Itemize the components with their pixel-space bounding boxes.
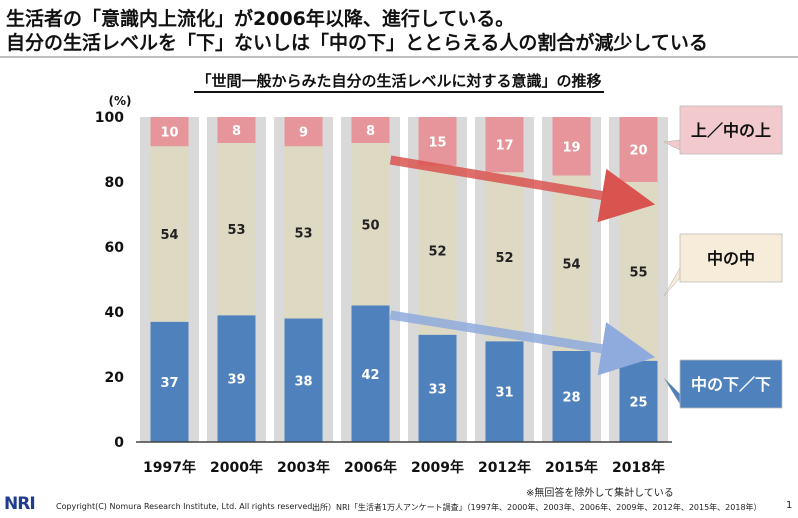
bar-segment	[351, 143, 390, 306]
bar-segment	[351, 117, 390, 143]
data-label: 50	[361, 218, 379, 233]
bar-segment	[552, 175, 591, 351]
header-divider	[0, 56, 798, 58]
data-label: 19	[562, 140, 580, 155]
bar-segment	[418, 117, 457, 166]
bar-segment	[217, 143, 256, 316]
axis-layer: 0 20 40 60 80 100 (%) 1997年 2000年 2003年 2006年 2009年…	[95, 94, 672, 476]
bar-segment	[150, 321, 189, 442]
x-tick-label: 2012年	[478, 459, 531, 476]
y-axis-unit: (%)	[109, 94, 132, 108]
bar-segment	[552, 351, 591, 442]
bar-segment	[485, 172, 524, 342]
x-tick-label: 2018年	[612, 459, 665, 476]
data-label: 10	[160, 126, 178, 141]
y-tick-label: 40	[105, 305, 125, 321]
bar-segment	[418, 334, 457, 442]
bar-segment	[284, 146, 323, 319]
upper-trend-arrow	[389, 155, 656, 223]
x-tick-label: 2015年	[545, 459, 598, 476]
x-tick-label: 2003年	[277, 459, 330, 476]
chart-title: 「世間一般からみた自分の生活レベルに対する意識」の推移	[194, 72, 604, 93]
y-tick-label: 60	[105, 240, 125, 256]
bar-segment	[284, 117, 323, 147]
data-label: 39	[227, 373, 245, 388]
data-label: 53	[294, 226, 312, 241]
bar-segment	[217, 117, 256, 143]
chart-title-wrapper: 「世間一般からみた自分の生活レベルに対する意識」の推移	[0, 70, 798, 93]
lower-trend-arrow	[389, 310, 656, 376]
legend-label: 中の下／下	[691, 375, 771, 394]
data-label: 25	[629, 395, 647, 410]
y-tick-label: 100	[95, 110, 124, 126]
bar-segment	[351, 305, 390, 442]
bar-segment	[284, 318, 323, 442]
page-number: 1	[786, 500, 793, 511]
headline-line-1: 生活者の「意識内上流化」が2006年以降、進行している。	[6, 8, 515, 30]
data-label: 15	[428, 135, 446, 150]
data-label: 55	[629, 265, 647, 280]
x-tick-label: 1997年	[143, 459, 196, 476]
data-label: 54	[562, 257, 580, 272]
source-note: 出所）NRI「生活者1万人アンケート調査」（1997年、2000年、2003年、…	[312, 503, 762, 512]
data-label: 37	[160, 376, 178, 391]
bar-segment	[552, 117, 591, 176]
data-label: 20	[629, 144, 647, 159]
data-label: 52	[428, 244, 446, 259]
callout-box	[679, 105, 783, 155]
x-tick-label: 2000年	[210, 459, 263, 476]
data-label: 52	[495, 251, 513, 266]
bar-segment	[418, 165, 457, 335]
y-tick-label: 0	[114, 435, 124, 451]
bar-segment	[150, 117, 189, 147]
x-tick-label: 2009年	[411, 459, 464, 476]
callout-box	[679, 359, 783, 409]
data-label: 17	[495, 139, 513, 154]
bar-segment	[150, 146, 189, 322]
y-tick-label: 20	[105, 370, 125, 386]
data-label: 53	[227, 223, 245, 238]
data-label: 42	[361, 368, 379, 383]
data-label: 8	[232, 124, 241, 139]
data-label: 54	[160, 228, 178, 243]
x-tick-label: 2006年	[344, 459, 397, 476]
legend-label: 中の中	[707, 249, 755, 268]
trend-arrows	[389, 155, 656, 376]
data-label: 31	[495, 386, 513, 401]
bar-segment	[485, 341, 524, 442]
data-label: 33	[428, 382, 446, 397]
copyright: Copyright(C) Nomura Research Institute, …	[56, 502, 315, 511]
headline-line-2: 自分の生活レベルを「下」ないしは「中の下」ととらえる人の割合が減少している	[6, 32, 708, 54]
data-label: 8	[366, 124, 375, 139]
callout-box	[679, 233, 783, 283]
footnote: ※無回答を除外して集計している	[526, 488, 674, 499]
data-label: 38	[294, 374, 312, 389]
nri-logo: NRI	[4, 494, 36, 514]
legend-label: 上／中の上	[691, 121, 771, 140]
y-tick-label: 80	[105, 175, 125, 191]
data-label: 28	[562, 391, 580, 406]
bar-segment	[217, 315, 256, 442]
data-label: 9	[299, 126, 308, 141]
bar-segment	[485, 117, 524, 173]
